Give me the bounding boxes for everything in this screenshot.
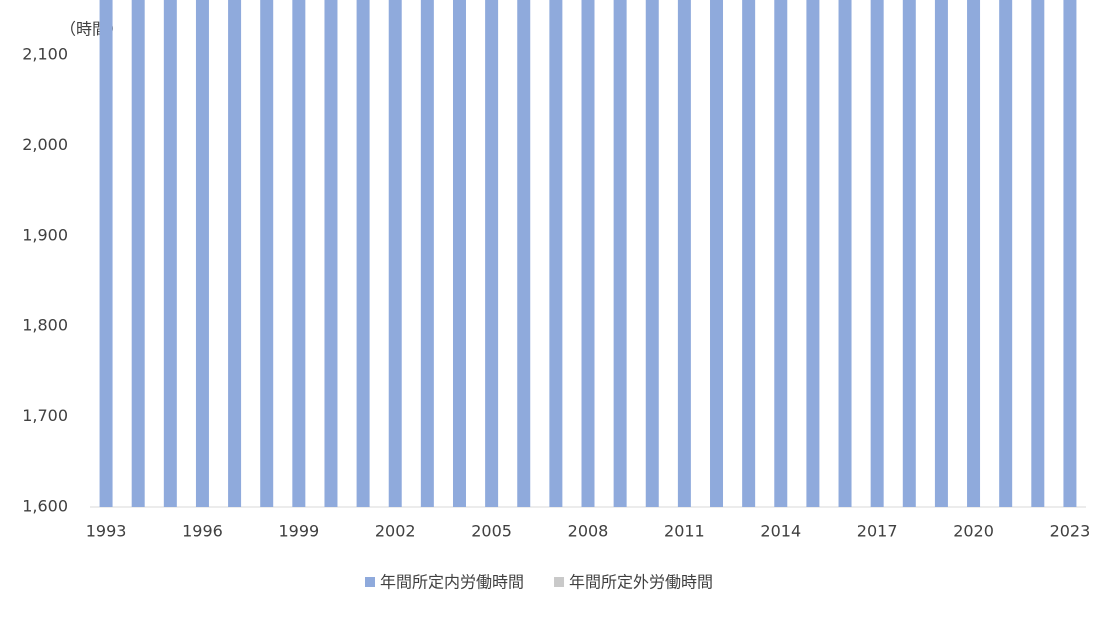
y-tick-label: 1,700 bbox=[22, 406, 68, 425]
y-tick-label: 2,100 bbox=[22, 45, 68, 64]
bar-segment bbox=[517, 0, 531, 507]
y-axis-unit: （時間） bbox=[60, 20, 124, 39]
x-tick-label: 1996 bbox=[182, 522, 223, 541]
bar-segment bbox=[356, 0, 370, 507]
x-tick-label: 2002 bbox=[375, 522, 416, 541]
bar-segment bbox=[645, 0, 659, 507]
bar-segment bbox=[420, 0, 434, 507]
bar-segment bbox=[1031, 0, 1045, 507]
x-tick-label: 2020 bbox=[953, 522, 994, 541]
bar-segment bbox=[292, 0, 306, 507]
bar-segment bbox=[677, 0, 691, 507]
x-tick-label: 2017 bbox=[857, 522, 898, 541]
bar-segment bbox=[260, 0, 274, 507]
bar-segment bbox=[1063, 0, 1077, 507]
bar-segment bbox=[388, 0, 402, 507]
bar-segment bbox=[99, 0, 113, 507]
x-tick-label: 2014 bbox=[760, 522, 801, 541]
bar-segment bbox=[581, 0, 595, 507]
bar-segment bbox=[870, 0, 884, 507]
x-tick-label: 1999 bbox=[278, 522, 319, 541]
bar-segment bbox=[485, 0, 499, 507]
x-tick-label: 2023 bbox=[1050, 522, 1091, 541]
bar-segment bbox=[452, 0, 466, 507]
bar-segment bbox=[742, 0, 756, 507]
x-tick-label: 2005 bbox=[471, 522, 512, 541]
bar-segment bbox=[324, 0, 338, 507]
bar-segment bbox=[838, 0, 852, 507]
bar-segment bbox=[613, 0, 627, 507]
legend-swatch bbox=[365, 577, 375, 587]
x-tick-label: 2008 bbox=[568, 522, 609, 541]
bar-segment bbox=[967, 0, 981, 507]
bar-segment bbox=[934, 0, 948, 507]
y-tick-label: 1,800 bbox=[22, 316, 68, 335]
x-tick-label: 1993 bbox=[86, 522, 127, 541]
y-tick-label: 1,600 bbox=[22, 497, 68, 516]
legend-label: 年間所定内労働時間 bbox=[380, 573, 524, 592]
y-tick-label: 1,900 bbox=[22, 225, 68, 244]
bar-segment bbox=[195, 0, 209, 507]
bar-segment bbox=[163, 0, 177, 507]
bar-segment bbox=[902, 0, 916, 507]
x-tick-label: 2011 bbox=[664, 522, 705, 541]
bar-segment bbox=[774, 0, 788, 507]
bar-segment bbox=[999, 0, 1013, 507]
y-tick-label: 2,000 bbox=[22, 135, 68, 154]
bar-segment bbox=[131, 0, 145, 507]
bar-segment bbox=[710, 0, 724, 507]
bar-segment bbox=[228, 0, 242, 507]
bar-segment bbox=[806, 0, 820, 507]
legend-label: 年間所定外労働時間 bbox=[569, 573, 713, 592]
bar-segment bbox=[549, 0, 563, 507]
legend-swatch bbox=[554, 577, 565, 587]
